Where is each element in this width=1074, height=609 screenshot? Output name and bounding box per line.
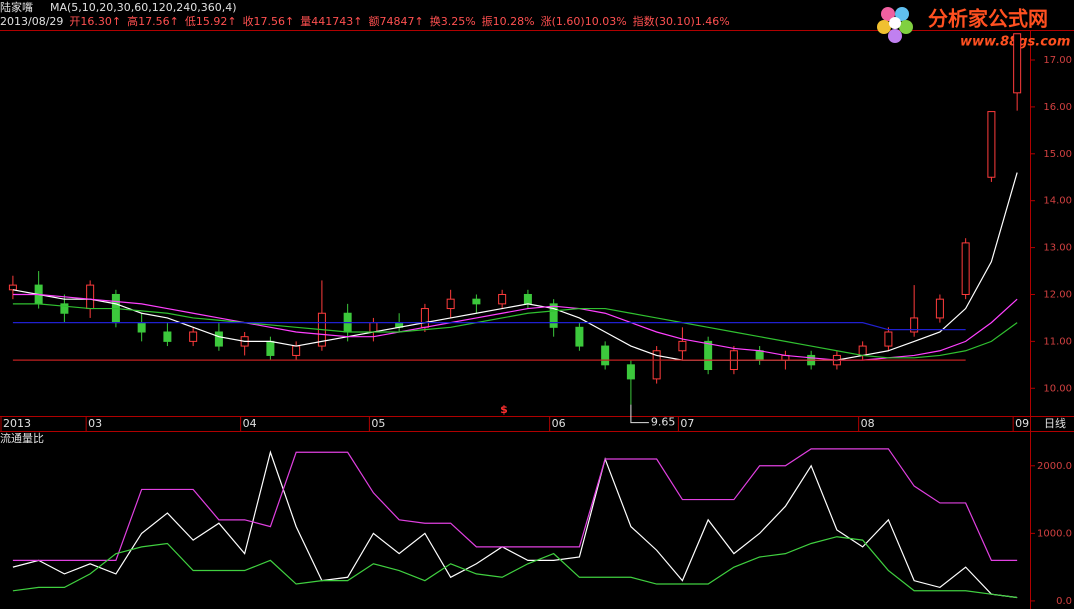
- logo-center: [889, 17, 901, 29]
- candle-body: [420, 308, 429, 328]
- candle-body: [626, 364, 635, 380]
- candle-body: [446, 298, 455, 310]
- candle-body: [704, 340, 713, 371]
- x-tick-label: 08: [861, 417, 875, 430]
- candle-body: [987, 111, 996, 178]
- y-tick-label: 0.0: [1056, 596, 1072, 607]
- candle-body: [472, 298, 481, 305]
- candle-body: [1013, 33, 1022, 94]
- info-item: 低15.92↑: [185, 15, 237, 28]
- x-tick-label: 03: [88, 417, 102, 430]
- series-line: [12, 448, 1018, 561]
- x-tick-label: 06: [552, 417, 566, 430]
- candle-body: [369, 322, 378, 333]
- candle-body: [935, 298, 944, 319]
- info-item: 涨(1.60)10.03%: [541, 15, 627, 28]
- series-line: [12, 303, 1018, 359]
- y-tick-label: 11.00: [1043, 336, 1072, 347]
- candle-body: [575, 326, 584, 347]
- candle-body: [858, 345, 867, 356]
- y-tick-label: 12.00: [1043, 289, 1072, 300]
- info-item: 振10.28%: [482, 14, 535, 28]
- y-tick-label: 10.00: [1043, 383, 1072, 394]
- series-line: [12, 536, 1018, 599]
- logo-petal: [895, 7, 909, 21]
- candle-body: [884, 331, 893, 347]
- y-tick-label: 14.00: [1043, 196, 1072, 207]
- candle-body: [961, 242, 970, 295]
- candle-body: [266, 340, 275, 356]
- y-tick-label: 13.00: [1043, 243, 1072, 254]
- info-item: 收17.56↑: [243, 14, 295, 28]
- info-item: 开16.30↑: [69, 15, 121, 28]
- signal-marker: $: [500, 403, 508, 416]
- series-line: [12, 322, 966, 331]
- ma-label: MA(5,10,20,30,60,120,240,360,4): [50, 1, 237, 14]
- info-item: 高17.56↑: [127, 14, 179, 28]
- candle-body: [652, 350, 661, 380]
- y-tick-label: 15.00: [1043, 149, 1072, 160]
- period-label: 日线: [1044, 416, 1066, 430]
- info-item: 指数(30.10)1.46%: [633, 14, 730, 28]
- info-item: 2013/08/29: [0, 15, 63, 28]
- x-tick-label: 09: [1015, 417, 1029, 430]
- candle-body: [189, 331, 198, 342]
- logo-petal: [888, 29, 902, 43]
- candle-body: [163, 331, 172, 342]
- x-tick-label: 07: [680, 417, 694, 430]
- x-tick-label: 2013: [3, 417, 31, 430]
- y-tick-label: 17.00: [1043, 55, 1072, 66]
- candle-body: [523, 293, 532, 305]
- stock-name: 陆家嘴: [0, 0, 33, 14]
- candle-body: [86, 284, 95, 310]
- candle-body: [498, 293, 507, 305]
- candle-body: [910, 317, 919, 333]
- candle-body: [8, 284, 17, 291]
- candle-body: [214, 331, 223, 347]
- low-leader: [630, 404, 649, 424]
- candle-body: [60, 303, 69, 314]
- logo: [877, 7, 913, 43]
- candle-body: [137, 322, 146, 333]
- y-tick-label: 1000.0: [1037, 528, 1072, 539]
- candle-body: [292, 345, 301, 356]
- candle-body: [755, 350, 764, 361]
- info-item: 量441743↑: [300, 15, 362, 28]
- logo-petal: [877, 20, 891, 34]
- candle-body: [601, 345, 610, 366]
- logo-petal: [881, 7, 895, 21]
- candle-body: [678, 340, 687, 352]
- candle-body: [549, 303, 558, 328]
- y-tick-label: 16.00: [1043, 102, 1072, 113]
- low-label: 9.65: [651, 416, 676, 429]
- y-tick-label: 2000.0: [1037, 461, 1072, 472]
- x-tick-label: 05: [371, 417, 385, 430]
- watermark: 分析家公式网: [928, 7, 1048, 31]
- logo-petal: [899, 20, 913, 34]
- x-tick-label: 04: [243, 417, 257, 430]
- panel-title: 流通量比: [0, 431, 44, 445]
- info-item: 额74847↑: [369, 15, 424, 28]
- info-item: 换3.25%: [430, 14, 476, 28]
